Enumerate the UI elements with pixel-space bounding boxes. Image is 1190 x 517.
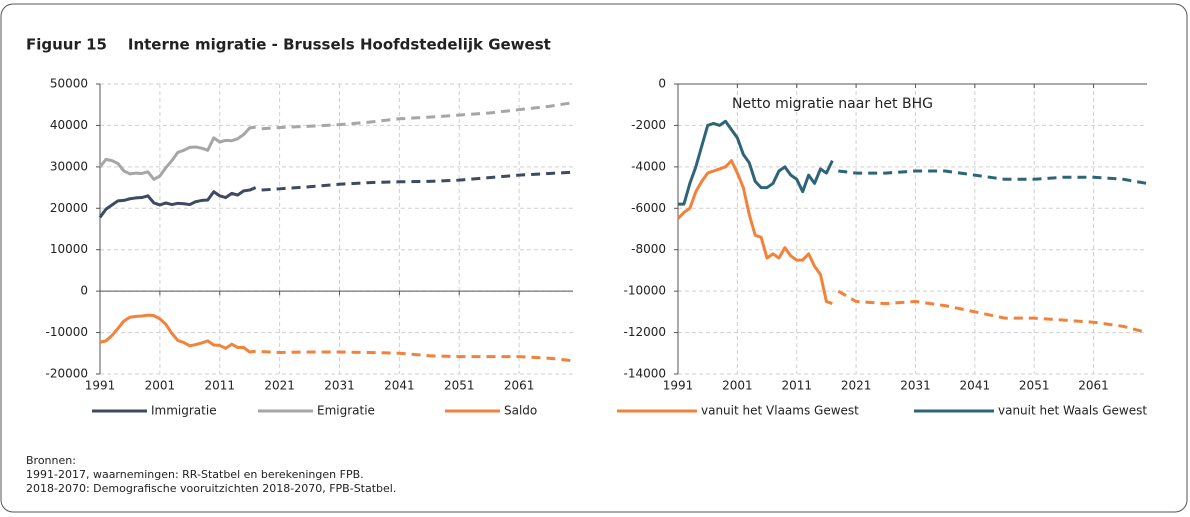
- y-tick-label: -2000: [631, 118, 666, 132]
- series-line: [838, 169, 1148, 185]
- x-tick-label: 2051: [444, 379, 475, 393]
- y-tick-label: 0: [80, 284, 88, 298]
- x-tick-label: 2021: [264, 379, 295, 393]
- y-tick-label: 20000: [50, 201, 88, 215]
- x-tick-label: 2001: [145, 379, 176, 393]
- y-tick-label: -6000: [631, 201, 666, 215]
- x-tick-label: 1991: [85, 379, 116, 393]
- y-tick-label: 0: [658, 77, 666, 91]
- legend-label: Immigratie: [151, 404, 217, 418]
- y-tick-label: -4000: [631, 159, 666, 173]
- series-line: [261, 101, 574, 131]
- series-line: [678, 119, 834, 206]
- chart-title: Netto migratie naar het BHG: [732, 96, 933, 112]
- x-tick-label: 2041: [960, 379, 991, 393]
- figure-title: Figuur 15 Interne migratie - Brussels Ho…: [26, 36, 551, 54]
- y-tick-label: -20000: [45, 367, 88, 381]
- y-tick-label: -12000: [623, 325, 666, 339]
- source-line: 1991-2017, waarnemingen: RR-Statbel en b…: [26, 468, 364, 481]
- y-tick-label: -8000: [631, 242, 666, 256]
- x-tick-label: 1991: [663, 379, 694, 393]
- x-tick-label: 2031: [324, 379, 355, 393]
- x-tick-label: 2061: [1078, 379, 1109, 393]
- x-tick-label: 2021: [841, 379, 872, 393]
- x-tick-label: 2041: [384, 379, 415, 393]
- x-tick-label: 2061: [504, 379, 535, 393]
- series-line: [99, 313, 256, 354]
- x-tick-label: 2011: [204, 379, 235, 393]
- legend-label: vanuit het Vlaams Gewest: [701, 404, 859, 418]
- y-tick-label: 30000: [50, 159, 88, 173]
- y-tick-label: 40000: [50, 118, 88, 132]
- legend-label: vanuit het Waals Gewest: [998, 404, 1147, 418]
- source-line: Bronnen:: [26, 454, 76, 467]
- legend-label: Saldo: [504, 404, 537, 418]
- series-line: [261, 170, 574, 192]
- x-tick-label: 2031: [900, 379, 931, 393]
- y-tick-label: -10000: [45, 325, 88, 339]
- series-line: [676, 159, 833, 305]
- y-tick-label: -10000: [623, 284, 666, 298]
- y-tick-label: 10000: [50, 242, 88, 256]
- source-line: 2018-2070: Demografische vooruitzichten …: [26, 482, 396, 495]
- series-line: [837, 289, 1148, 335]
- legend-label: Emigratie: [317, 404, 375, 418]
- x-tick-label: 2051: [1019, 379, 1050, 393]
- x-tick-label: 2001: [722, 379, 753, 393]
- series-line: [98, 125, 256, 181]
- frame: [0, 3, 1188, 513]
- series-line: [261, 350, 574, 363]
- y-tick-label: -14000: [623, 367, 666, 381]
- series-line: [98, 186, 257, 219]
- y-tick-label: 50000: [50, 77, 88, 91]
- x-tick-label: 2011: [781, 379, 812, 393]
